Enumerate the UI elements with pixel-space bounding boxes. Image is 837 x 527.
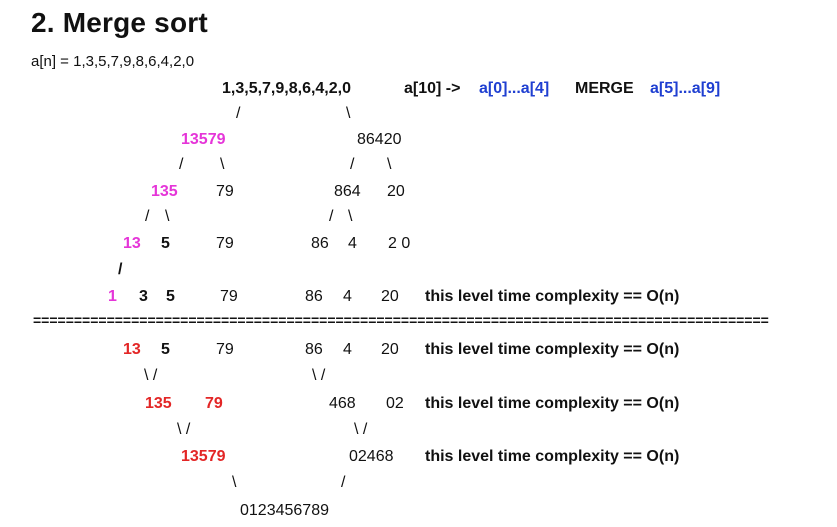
split-level3-f: 2 0 — [388, 235, 411, 252]
split-slash-3b: / — [329, 208, 334, 225]
split-level4-d: 79 — [220, 288, 238, 305]
split-slash-2a: / — [179, 156, 184, 173]
split-level3-c: 79 — [216, 235, 234, 252]
split-level2-a: 135 — [151, 183, 178, 200]
equals-separator: ========================================… — [33, 314, 769, 326]
split-level3-b: 5 — [161, 235, 170, 252]
merge-row1-a: 13 — [123, 341, 141, 358]
split-slash-3a: / — [145, 208, 150, 225]
split-level4-c: 5 — [166, 288, 175, 305]
split-backslash-2b: \ — [387, 156, 392, 173]
merge-row3-a: 13579 — [181, 448, 226, 465]
split-level2-c: 864 — [334, 183, 361, 200]
final-sorted-array: 0123456789 — [240, 502, 329, 519]
merge-row1-f: 20 — [381, 341, 399, 358]
merge-row2-b: 79 — [205, 395, 223, 412]
top-right-range: a[5]...a[9] — [650, 80, 721, 97]
split-level4-g: 20 — [381, 288, 399, 305]
top-left-range: a[0]...a[4] — [479, 80, 550, 97]
split-level2-d: 20 — [387, 183, 405, 200]
split-level2-b: 79 — [216, 183, 234, 200]
merge-row1-complexity-note: this level time complexity == O(n) — [425, 341, 680, 358]
split-level3-a: 13 — [123, 235, 141, 252]
merge-row3-complexity-note: this level time complexity == O(n) — [425, 448, 680, 465]
split-level4-b: 3 — [139, 288, 148, 305]
merge-link-4: \ / — [354, 421, 368, 438]
split-backslash-3b: \ — [348, 208, 353, 225]
merge-row1-d: 86 — [305, 341, 323, 358]
merge-row2-complexity-note: this level time complexity == O(n) — [425, 395, 680, 412]
merge-row1-c: 79 — [216, 341, 234, 358]
split-complexity-note: this level time complexity == O(n) — [425, 288, 680, 305]
split-slash-2b: / — [350, 156, 355, 173]
merge-row1-b: 5 — [161, 341, 170, 358]
merge-link-2: \ / — [312, 367, 326, 384]
merge-row1-e: 4 — [343, 341, 352, 358]
merge-row2-d: 02 — [386, 395, 404, 412]
top-merge-label: MERGE — [575, 80, 634, 97]
page-title: 2. Merge sort — [31, 7, 208, 38]
split-level4-a: 1 — [108, 288, 117, 305]
merge-row3-b: 02468 — [349, 448, 394, 465]
merge-row2-c: 468 — [329, 395, 356, 412]
merge-row2-a: 135 — [145, 395, 172, 412]
split-slash-1a: / — [236, 105, 241, 122]
merge-link-3: \ / — [177, 421, 191, 438]
split-backslash-1a: \ — [346, 105, 351, 122]
merge-link-5: \ — [232, 474, 237, 491]
split-level1-right: 86420 — [357, 131, 402, 148]
split-level4-f: 4 — [343, 288, 352, 305]
split-backslash-3a: \ — [165, 208, 170, 225]
top-a10-label: a[10] -> — [404, 80, 461, 97]
split-level3-d: 86 — [311, 235, 329, 252]
merge-link-6: / — [341, 474, 346, 491]
split-level3-e: 4 — [348, 235, 357, 252]
split-backslash-2a: \ — [220, 156, 225, 173]
split-level4-e: 86 — [305, 288, 323, 305]
merge-link-1: \ / — [144, 367, 158, 384]
top-sequence: 1,3,5,7,9,8,6,4,2,0 — [222, 80, 351, 97]
array-definition: a[n] = 1,3,5,7,9,8,6,4,2,0 — [31, 53, 195, 70]
split-slash-4a: / — [118, 261, 123, 278]
split-level1-left: 13579 — [181, 131, 226, 148]
